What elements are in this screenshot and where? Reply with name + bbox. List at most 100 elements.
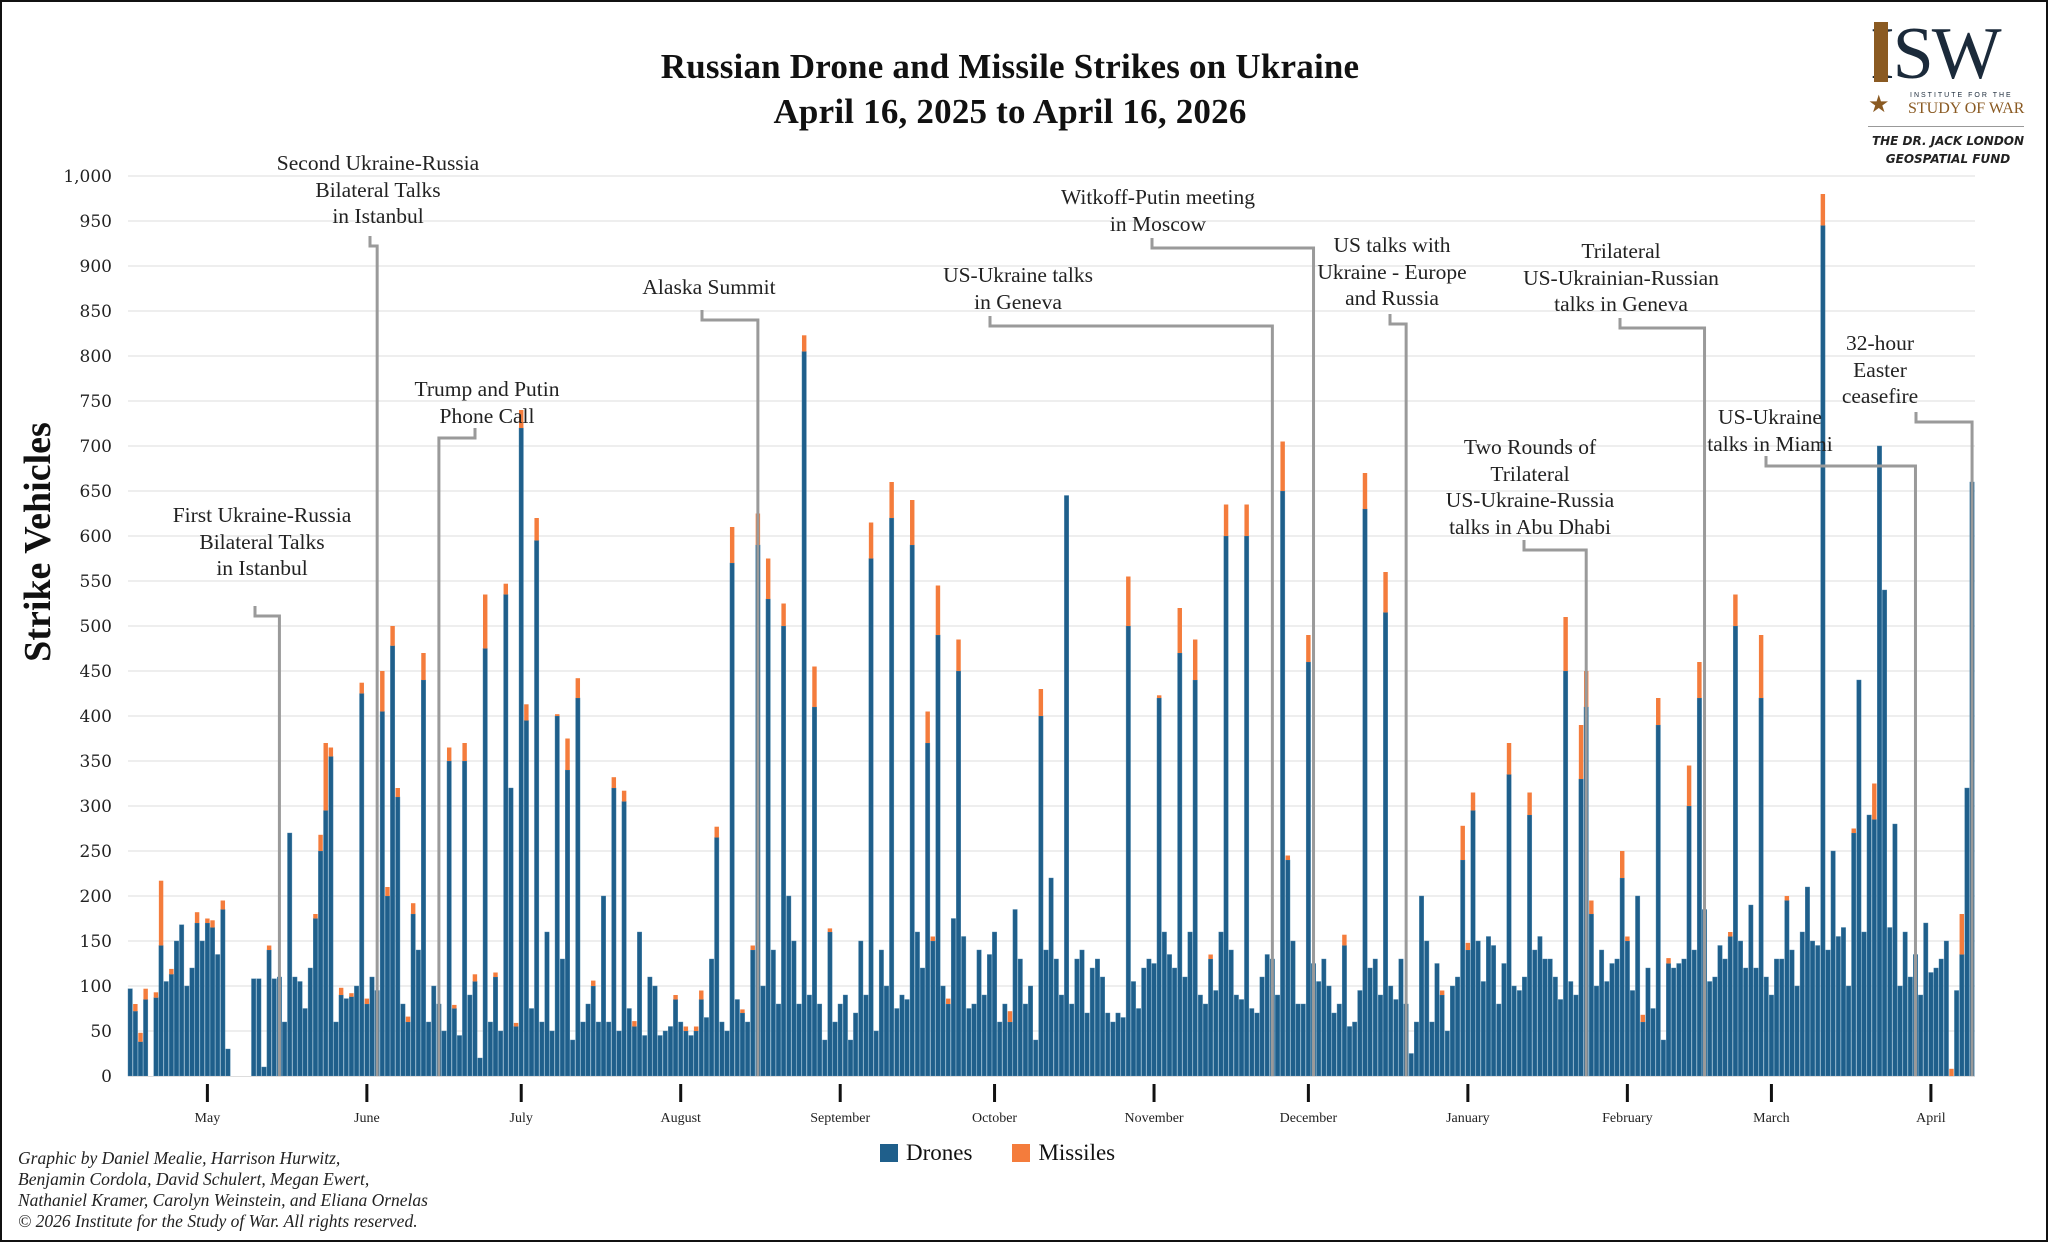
bar-drones (1882, 589, 1888, 1077)
bar-drones (1666, 963, 1671, 1077)
bar-drones (1439, 994, 1445, 1077)
bar-drones (1588, 913, 1594, 1077)
bar-drones (1501, 963, 1507, 1077)
bar-drones (498, 1030, 504, 1077)
bar-drones (1624, 940, 1630, 1077)
bar-drones (1964, 787, 1970, 1077)
bar-drones (590, 985, 596, 1077)
bar-drones (981, 994, 987, 1077)
bar-drones (518, 427, 524, 1077)
bar-drones (421, 679, 426, 1077)
event-annotation: Witkoff-Putin meeting in Moscow (1008, 184, 1308, 237)
event-annotation-line: Easter (1853, 357, 1907, 382)
bar-drones (1655, 724, 1661, 1077)
bar-missiles (158, 880, 164, 946)
bar-drones (940, 985, 946, 1077)
bar-drones (220, 909, 226, 1077)
bar-drones (1336, 1003, 1342, 1077)
bar-drones (1424, 940, 1430, 1077)
bar-drones (1259, 976, 1265, 1077)
bar-drones (410, 913, 416, 1077)
bar-drones (1161, 931, 1167, 1077)
isw-logo: ISW ★ INSTITUTE FOR THE STUDY OF WAR THE… (1858, 13, 2038, 166)
bar-drones (719, 1021, 725, 1077)
y-tick-label: 650 (80, 482, 112, 502)
bar-drones (863, 994, 869, 1077)
bar-drones (199, 940, 205, 1077)
bar-drones (925, 742, 931, 1077)
bar-missiles (390, 626, 395, 646)
bar-drones (1825, 949, 1831, 1077)
bar-drones (1846, 985, 1852, 1077)
bar-drones (1120, 1017, 1126, 1077)
bar-drones (796, 1003, 802, 1077)
bar-missiles (956, 639, 961, 671)
event-annotation-line: in Geneva (974, 289, 1062, 314)
bar-drones (647, 976, 653, 1077)
bar-missiles (740, 1009, 745, 1013)
credits-line4: © 2026 Institute for the Study of War. A… (18, 1211, 418, 1231)
bar-drones (132, 1011, 138, 1077)
bar-missiles (519, 410, 524, 428)
bar-drones (1141, 967, 1147, 1077)
bar-drones (1480, 981, 1486, 1077)
bar-drones (441, 1030, 447, 1077)
bar-missiles (889, 482, 894, 518)
bar-drones (1079, 949, 1085, 1077)
isw-logo-bar-icon (1874, 22, 1888, 82)
bar-missiles (1589, 900, 1594, 914)
bar-drones (158, 945, 164, 1077)
bar-drones (1799, 931, 1805, 1077)
bar-drones (472, 981, 478, 1077)
legend-swatch-drones (880, 1144, 898, 1162)
bar-drones (1414, 1021, 1419, 1077)
bar-drones (1156, 697, 1162, 1077)
legend-label-missiles: Missiles (1038, 1140, 1116, 1165)
bar-drones (945, 1003, 951, 1077)
bar-missiles (1285, 855, 1291, 860)
event-annotation: Alaska Summit (559, 274, 859, 301)
bar-drones (1321, 958, 1327, 1077)
legend-label-drones: Drones (906, 1140, 973, 1165)
bar-drones (143, 999, 149, 1077)
bar-missiles (266, 945, 272, 950)
event-annotation-line: in Moscow (1109, 211, 1207, 236)
bar-missiles (452, 1004, 457, 1009)
bar-drones (1511, 985, 1517, 1077)
bar-missiles (1383, 572, 1388, 613)
bar-drones (1197, 994, 1203, 1077)
bar-drones (1794, 985, 1800, 1077)
isw-wordmark-text: ISW (1870, 13, 2002, 95)
bar-drones (1110, 1021, 1116, 1077)
bar-missiles (801, 335, 807, 352)
bar-missiles (781, 603, 786, 626)
y-tick-label: 700 (80, 437, 112, 457)
isw-wordmark: ISW (1870, 13, 2002, 95)
bar-missiles (1656, 698, 1661, 725)
bar-missiles (380, 671, 385, 712)
bar-drones (1568, 981, 1574, 1077)
bar-drones (1681, 958, 1687, 1077)
chart-title: Russian Drone and Missile Strikes on Ukr… (450, 44, 1570, 134)
bar-drones (359, 693, 365, 1077)
bar-drones (801, 351, 807, 1077)
x-tick-label: January (1446, 1111, 1490, 1126)
bar-drones (842, 994, 848, 1077)
bar-drones (858, 940, 864, 1077)
bar-drones (601, 895, 606, 1077)
bar-missiles (1686, 765, 1692, 806)
bar-drones (724, 1030, 730, 1077)
bar-missiles (1192, 639, 1198, 680)
bar-drones (961, 936, 967, 1077)
bar-drones (559, 958, 565, 1077)
bar-drones (1115, 1012, 1121, 1077)
bar-drones (781, 625, 787, 1077)
bar-drones (354, 985, 359, 1077)
bar-drones (1676, 963, 1682, 1077)
bar-drones (1254, 1012, 1260, 1077)
bar-drones (683, 1030, 689, 1077)
event-annotation-line: Bilateral Talks (199, 529, 325, 554)
bar-missiles (621, 790, 627, 802)
bar-missiles (1820, 194, 1826, 226)
bar-drones (1146, 958, 1152, 1077)
